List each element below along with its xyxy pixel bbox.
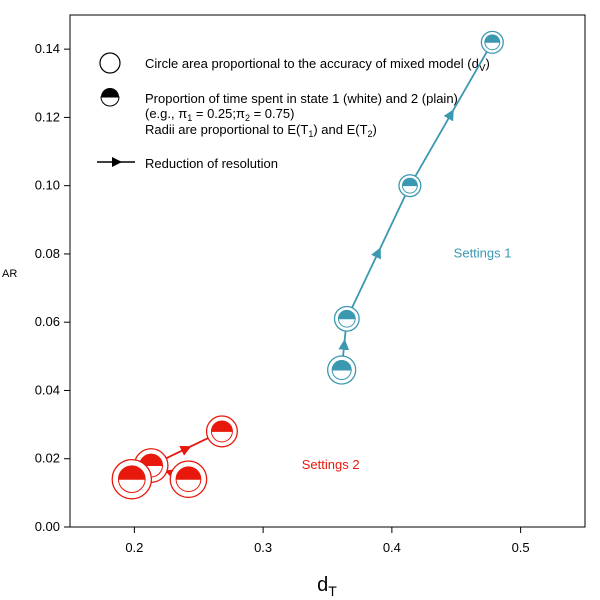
y-tick-label: 0.00 (35, 519, 60, 534)
x-tick-label: 0.5 (512, 540, 530, 555)
x-axis: 0.2 0.3 0.4 0.5 (125, 527, 530, 555)
series-settings-1: Settings 1 (327, 30, 512, 385)
point-state2-half (210, 420, 233, 432)
legend-line-3-mid: ) and E(T (313, 122, 367, 137)
legend-half-circle-icon (100, 88, 120, 107)
legend-pi-2-sub: 2 (245, 113, 250, 123)
legend-line-3-sub1: 1 (308, 129, 313, 139)
y-tick-label: 0.02 (35, 451, 60, 466)
legend-line-1-sub: V (479, 63, 486, 74)
reduction-arrow (345, 185, 411, 320)
data-point (169, 460, 208, 499)
x-tick-label: 0.4 (383, 540, 401, 555)
y-tick-label: 0.14 (35, 41, 60, 56)
x-axis-title-main: d (317, 574, 328, 596)
legend-line-3-end: ) (373, 122, 377, 137)
legend-line-2b-end: = 0.75) (250, 106, 294, 121)
legend-arrow-head-icon (112, 157, 122, 167)
legend-pi-2: π (236, 106, 245, 121)
legend-line-4: Reduction of resolution (145, 156, 278, 171)
series-label: Settings 2 (302, 457, 360, 472)
point-state1-half (331, 369, 352, 381)
point-state1-half (175, 478, 202, 493)
y-axis-title: AR (2, 268, 17, 280)
legend-line-1-end: ) (486, 56, 490, 71)
data-point (327, 355, 357, 385)
y-tick-label: 0.08 (35, 246, 60, 261)
legend-line-1-text: Circle area proportional to the accuracy… (145, 56, 479, 71)
data-point (398, 174, 422, 198)
legend-pi-1-sub: 1 (187, 113, 192, 123)
plot-frame (69, 14, 586, 528)
legend-line-2b-mid: = 0.25; (192, 106, 236, 121)
y-tick-label: 0.06 (35, 314, 60, 329)
point-state2-half (175, 466, 202, 480)
legend-line-3-pre: Radii are proportional to E(T (145, 122, 308, 137)
y-tick-label: 0.04 (35, 382, 60, 397)
legend-line-1: Circle area proportional to the accuracy… (145, 56, 490, 74)
legend-line-3: Radii are proportional to E(T1) and E(T2… (145, 122, 377, 139)
legend-line-2b-pre: (e.g., (145, 106, 178, 121)
point-state1-half (210, 430, 233, 443)
data-layer: Settings 1 Settings 2 (111, 30, 512, 500)
legend-line-2b: (e.g., π1 = 0.25;π2 = 0.75) (145, 106, 294, 123)
legend-circle-icon (99, 52, 121, 74)
point-state2-half (401, 177, 418, 187)
data-point (333, 305, 360, 332)
point-state1-half (401, 185, 418, 194)
point-state1-half (337, 318, 356, 328)
point-state1-half (117, 478, 146, 494)
point-state2-half (117, 465, 146, 480)
data-point (480, 30, 504, 54)
reduction-arrow (409, 41, 494, 187)
legend: Circle area proportional to the accuracy… (97, 52, 490, 171)
y-axis: 0.00 0.02 0.04 0.06 0.08 0.10 0.12 0.14 (35, 41, 70, 534)
point-state2-half (337, 310, 356, 320)
data-point (111, 458, 153, 500)
series-label: Settings 1 (454, 245, 512, 260)
x-axis-title-sub: T (328, 583, 337, 599)
series-settings-2: Settings 2 (111, 415, 360, 500)
point-state1-half (484, 41, 501, 51)
x-axis-title: dT (317, 574, 337, 599)
legend-pi-1: π (178, 106, 187, 121)
legend-line-3-sub2: 2 (368, 129, 373, 139)
legend-line-2a: Proportion of time spent in state 1 (whi… (145, 91, 458, 106)
x-tick-label: 0.3 (254, 540, 272, 555)
data-point (205, 415, 238, 448)
y-tick-label: 0.12 (35, 109, 60, 124)
point-state2-half (331, 359, 352, 371)
x-tick-label: 0.2 (125, 540, 143, 555)
y-tick-label: 0.10 (35, 178, 60, 193)
point-state2-half (484, 34, 501, 43)
